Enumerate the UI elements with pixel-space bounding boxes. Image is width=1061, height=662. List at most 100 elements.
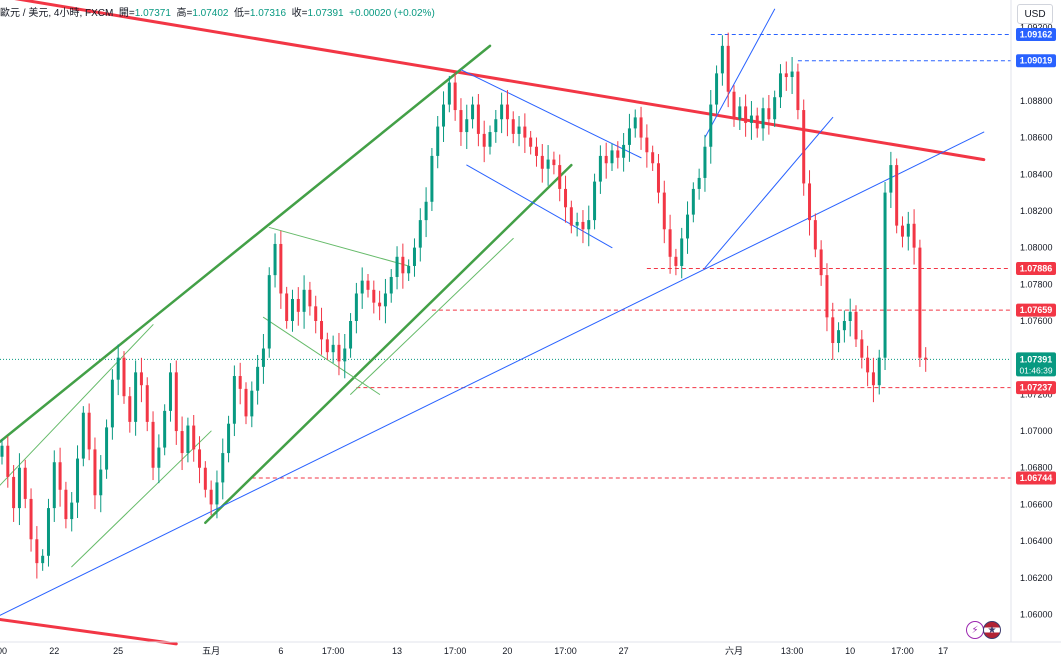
- candle-body: [813, 220, 817, 250]
- candle-body: [285, 293, 289, 321]
- candle-body: [564, 188, 568, 208]
- candle-body: [46, 508, 50, 556]
- candle-body: [895, 165, 899, 226]
- candle-body: [198, 449, 202, 468]
- candle-body: [58, 462, 62, 490]
- flash-icon[interactable]: ⚡: [966, 621, 984, 639]
- last-price-label: 1.07391: [1020, 354, 1053, 364]
- candle-body: [331, 344, 335, 353]
- x-tick-label: 17:00: [444, 646, 467, 656]
- candle-body: [674, 256, 678, 266]
- candle-body: [447, 82, 451, 105]
- candle-body: [691, 188, 695, 215]
- candle-body: [761, 108, 765, 129]
- trendline: [0, 617, 178, 646]
- candle-body: [476, 104, 480, 134]
- candle-body: [755, 115, 759, 129]
- y-tick-label: 1.06800: [1020, 463, 1053, 473]
- candle-body: [308, 289, 312, 307]
- candle-body: [453, 82, 457, 111]
- candle-body: [825, 275, 829, 318]
- candle-body: [174, 372, 178, 432]
- trendline: [204, 163, 573, 525]
- candle-body: [366, 280, 370, 290]
- candle-body: [41, 555, 45, 564]
- price-axis[interactable]: [1011, 0, 1061, 642]
- symbol-legend: 歐元 / 美元, 4小時, FXCM 開=1.07371 高=1.07402 低…: [0, 8, 435, 19]
- candle-body: [151, 421, 155, 468]
- us-flag-icon[interactable]: ★: [983, 621, 1001, 639]
- candle-body: [209, 489, 213, 505]
- price-level-badge: [1016, 262, 1056, 276]
- candle-body: [784, 73, 788, 78]
- y-tick-label: 1.06000: [1020, 609, 1053, 619]
- candle-body: [918, 247, 922, 358]
- candle-body: [29, 498, 33, 540]
- candle-body: [372, 289, 376, 303]
- y-tick-label: 1.07000: [1020, 426, 1053, 436]
- candle-body: [378, 302, 382, 307]
- x-tick-label: 25: [113, 646, 123, 656]
- candle-body: [732, 91, 736, 120]
- candle-body: [116, 357, 120, 380]
- candle-body: [854, 311, 858, 340]
- candle-body: [407, 265, 411, 274]
- x-tick-label: 20: [502, 646, 512, 656]
- candle-body: [773, 97, 777, 120]
- candle-body: [517, 126, 521, 134]
- price-level-label: 1.07659: [1020, 305, 1053, 315]
- candle-body: [866, 357, 870, 373]
- price-level-label: 1.09019: [1020, 56, 1053, 66]
- price-level-label: 1.07886: [1020, 264, 1053, 274]
- candle-body: [877, 357, 881, 386]
- candle-body: [523, 126, 527, 138]
- candle-body: [848, 311, 852, 321]
- candle-body: [256, 366, 260, 391]
- candle-body: [738, 106, 742, 120]
- candle-body: [720, 45, 724, 74]
- candle-body: [900, 225, 904, 237]
- y-tick-label: 1.06400: [1020, 536, 1053, 546]
- candle-body: [87, 412, 91, 450]
- low-value: 1.07316: [249, 8, 287, 19]
- candle-body: [633, 117, 637, 129]
- symbol-title[interactable]: 歐元 / 美元, 4小時, FXCM: [0, 8, 114, 19]
- candle-body: [802, 110, 806, 184]
- y-tick-label: 1.06600: [1020, 499, 1053, 509]
- trendline: [0, 131, 985, 616]
- trendline: [350, 237, 514, 395]
- candle-body: [354, 293, 358, 321]
- trendline: [268, 226, 410, 267]
- y-tick-label: 1.09200: [1020, 23, 1053, 33]
- candle-body: [610, 150, 614, 164]
- candle-body: [639, 117, 643, 138]
- candle-body: [343, 348, 347, 362]
- candle-body: [203, 467, 207, 490]
- x-tick-label: 10: [845, 646, 855, 656]
- candle-body: [349, 321, 353, 349]
- candle-body: [494, 119, 498, 133]
- candle-body: [168, 372, 172, 411]
- price-level-label: 1.07237: [1020, 383, 1053, 393]
- candle-body: [686, 214, 690, 239]
- trendline: [704, 116, 834, 269]
- candle-body: [180, 431, 184, 454]
- countdown-label: 01:46:39: [1019, 365, 1052, 375]
- candle-body: [0, 445, 4, 457]
- candle-body: [871, 372, 875, 386]
- trendline: [262, 316, 381, 395]
- y-tick-label: 1.08200: [1020, 206, 1053, 216]
- candle-body: [604, 155, 608, 164]
- currency-button[interactable]: USD: [1017, 4, 1053, 24]
- candle-body: [76, 458, 80, 503]
- trendline: [704, 8, 776, 139]
- candle-body: [837, 330, 841, 344]
- y-tick-label: 1.07800: [1020, 279, 1053, 289]
- candle-body: [389, 276, 393, 294]
- candle-body: [383, 293, 387, 307]
- y-tick-label: 1.08800: [1020, 96, 1053, 106]
- candle-body: [99, 469, 103, 496]
- candle-body: [651, 152, 655, 164]
